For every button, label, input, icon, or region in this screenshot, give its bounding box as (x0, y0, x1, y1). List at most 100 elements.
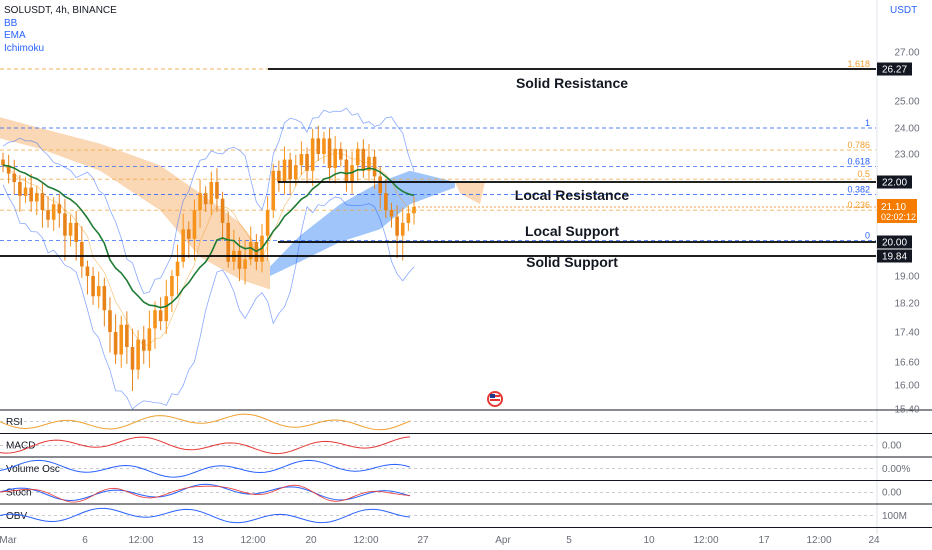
candle-body[interactable] (288, 159, 292, 180)
candle-body[interactable] (339, 148, 343, 160)
candle-body[interactable] (170, 276, 174, 297)
candle-body[interactable] (412, 207, 416, 214)
candle-body[interactable] (378, 176, 383, 194)
time-tick-label: 5 (566, 535, 572, 546)
candle-body[interactable] (141, 339, 146, 351)
indicator-ema-label[interactable]: EMA (4, 30, 26, 41)
symbol-title[interactable]: SOLUSDT, 4h, BINANCE (4, 5, 117, 16)
candle-body[interactable] (248, 242, 253, 260)
candle-body[interactable] (29, 187, 33, 202)
price-badge (877, 62, 912, 76)
candle-body[interactable] (305, 154, 309, 171)
candle-body[interactable] (316, 138, 321, 154)
price-tick-label: 23.00 (894, 150, 919, 161)
candle-body[interactable] (372, 156, 377, 177)
candle-body[interactable] (74, 222, 78, 242)
candle-body[interactable] (265, 210, 270, 236)
candle-body[interactable] (51, 204, 56, 220)
ichimoku-bull-cloud (270, 170, 455, 276)
candle-body[interactable] (243, 259, 247, 269)
candle-body[interactable] (406, 213, 411, 223)
candle-body[interactable] (209, 182, 214, 205)
candle-body[interactable] (198, 193, 202, 211)
candle-body[interactable] (80, 242, 84, 267)
candle-body[interactable] (181, 229, 185, 262)
pane-title[interactable]: OBV (6, 511, 27, 522)
candle-body[interactable] (164, 296, 169, 322)
candle-body[interactable] (130, 347, 135, 370)
candle-body[interactable] (215, 182, 219, 199)
candle-body[interactable] (91, 276, 95, 297)
candle-body[interactable] (18, 182, 22, 196)
candle-body[interactable] (119, 324, 124, 355)
candle-body[interactable] (68, 222, 73, 236)
candle-body[interactable] (186, 229, 191, 239)
pane-indicator-line (0, 413, 411, 431)
price-badge-text: 22.00 (882, 178, 907, 189)
candle-body[interactable] (355, 148, 360, 166)
candle-body[interactable] (63, 213, 67, 236)
pane-value: 0.00 (882, 441, 902, 452)
candle-body[interactable] (102, 286, 107, 311)
candle-body[interactable] (299, 154, 304, 166)
candle-body[interactable] (23, 187, 28, 196)
candle-body[interactable] (400, 222, 405, 236)
indicator-ichimoku-label[interactable]: Ichimoku (4, 42, 45, 54)
indicator-bb-label[interactable]: BB (4, 17, 18, 29)
candle-body[interactable] (237, 250, 242, 269)
candle-body[interactable] (46, 210, 50, 220)
ichimoku-bear-cloud (0, 117, 270, 290)
candle-body[interactable] (6, 165, 11, 174)
pane-indicator-line (0, 484, 411, 503)
fib-ratio-label: 0.382 (847, 185, 870, 195)
price-tick-label: 24.00 (894, 124, 919, 135)
candle-body[interactable] (226, 222, 231, 262)
last-price-badge[interactable] (877, 199, 917, 223)
pane-title[interactable]: RSI (6, 417, 23, 428)
candle-body[interactable] (277, 170, 281, 182)
candle-body[interactable] (327, 138, 332, 168)
candle-body[interactable] (57, 204, 62, 214)
candle-body[interactable] (108, 310, 112, 332)
candle-body[interactable] (85, 266, 90, 276)
candle-body[interactable] (1, 159, 5, 166)
pane-title[interactable]: Volume Osc (6, 464, 60, 475)
candle-body[interactable] (293, 165, 298, 180)
candle-body[interactable] (12, 173, 17, 182)
candle-body[interactable] (125, 324, 129, 347)
candle-body[interactable] (40, 193, 45, 211)
candle-body[interactable] (96, 286, 101, 297)
candle-body[interactable] (220, 198, 225, 223)
pane-title[interactable]: MACD (6, 441, 35, 452)
candle-body[interactable] (322, 138, 326, 154)
candle-body[interactable] (158, 310, 163, 322)
candle-body[interactable] (136, 339, 140, 370)
candle-body[interactable] (153, 310, 157, 329)
candle-body[interactable] (192, 210, 197, 239)
candle-body[interactable] (175, 261, 180, 276)
candle-body[interactable] (333, 148, 337, 168)
candle-body[interactable] (34, 193, 39, 202)
candle-body[interactable] (113, 332, 118, 355)
candle-body[interactable] (271, 170, 276, 211)
candle-body[interactable] (310, 138, 315, 171)
candle-body[interactable] (282, 159, 287, 182)
time-tick-label: 13 (192, 535, 204, 546)
us-flag-icon[interactable] (487, 391, 503, 407)
candle-body[interactable] (350, 165, 354, 182)
candle-body[interactable] (344, 159, 349, 182)
pane-title[interactable]: Stoch (6, 488, 32, 499)
candle-body[interactable] (367, 156, 371, 171)
time-tick-label: 12:00 (806, 535, 831, 546)
time-tick-label: 27 (417, 535, 429, 546)
candle-body[interactable] (147, 328, 152, 351)
level-label: Solid Resistance (516, 75, 628, 91)
candle-body[interactable] (361, 148, 366, 171)
price-tick-label: 18.20 (894, 299, 919, 310)
candle-body[interactable] (203, 193, 208, 205)
price-badge (877, 175, 912, 189)
candle-body[interactable] (395, 216, 399, 236)
candle-body[interactable] (384, 193, 388, 211)
candle-body[interactable] (389, 210, 394, 217)
